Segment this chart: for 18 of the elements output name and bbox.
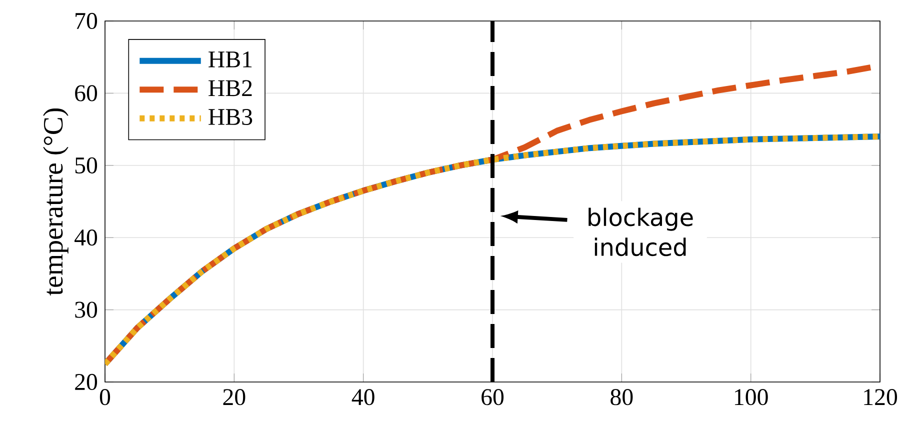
annotation: blockage induced xyxy=(588,208,693,256)
y-tick-label: 60 xyxy=(75,85,98,102)
x-tick-label: 20 xyxy=(223,389,246,406)
y-tick-label: 30 xyxy=(75,302,98,318)
y-tick-label: 20 xyxy=(75,374,98,390)
x-tick-label: 60 xyxy=(482,389,504,406)
legend-label: HB1 xyxy=(208,51,252,68)
y-tick-label: 70 xyxy=(76,12,98,30)
legend-label: HB2 xyxy=(208,80,252,96)
y-axis-title: temperature (°C) xyxy=(43,108,68,296)
legend-label: HB3 xyxy=(208,108,252,126)
y-tick-label: 50 xyxy=(75,157,98,174)
x-tick-label: 40 xyxy=(352,389,374,406)
y-tick-label: 40 xyxy=(74,230,98,246)
x-tick-label: 100 xyxy=(735,389,768,406)
x-tick-label: 0 xyxy=(100,389,110,406)
x-tick-label: 120 xyxy=(864,389,898,406)
x-tick-label: 80 xyxy=(610,389,633,406)
